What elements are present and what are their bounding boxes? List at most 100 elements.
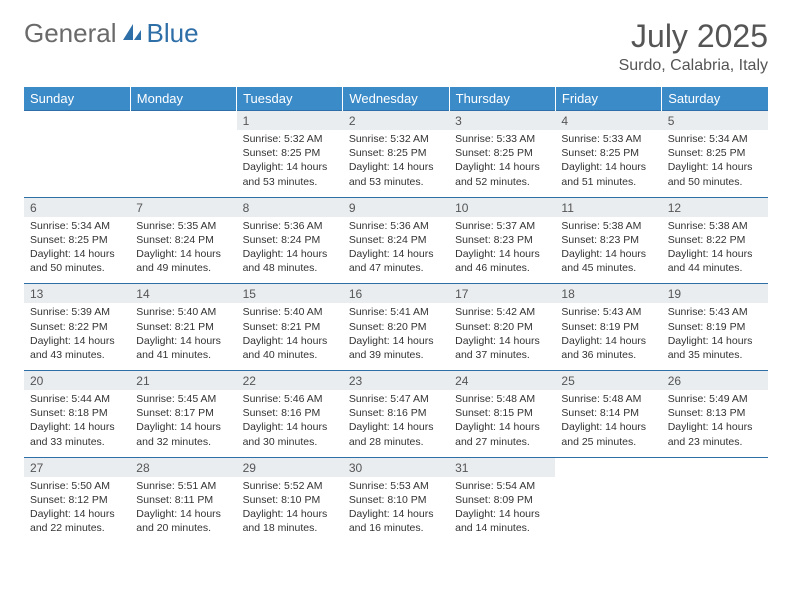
sunset: Sunset: 8:25 PM	[349, 146, 443, 160]
sunrise: Sunrise: 5:38 AM	[561, 219, 655, 233]
day-content-2: Sunrise: 5:32 AMSunset: 8:25 PMDaylight:…	[343, 130, 449, 197]
sunset: Sunset: 8:19 PM	[668, 320, 762, 334]
day-content-22: Sunrise: 5:46 AMSunset: 8:16 PMDaylight:…	[237, 390, 343, 457]
daylight: Daylight: 14 hours and 36 minutes.	[561, 334, 655, 362]
day-number-15: 15	[237, 284, 343, 304]
sunrise: Sunrise: 5:39 AM	[30, 305, 124, 319]
day-number-12: 12	[662, 197, 768, 217]
dow-saturday: Saturday	[662, 87, 768, 111]
sunset: Sunset: 8:25 PM	[455, 146, 549, 160]
sunset: Sunset: 8:16 PM	[349, 406, 443, 420]
sunrise: Sunrise: 5:43 AM	[561, 305, 655, 319]
day-content-10: Sunrise: 5:37 AMSunset: 8:23 PMDaylight:…	[449, 217, 555, 284]
dow-thursday: Thursday	[449, 87, 555, 111]
sunrise: Sunrise: 5:47 AM	[349, 392, 443, 406]
sunset: Sunset: 8:24 PM	[349, 233, 443, 247]
daylight: Daylight: 14 hours and 35 minutes.	[668, 334, 762, 362]
daylight: Daylight: 14 hours and 20 minutes.	[136, 507, 230, 535]
empty-cell	[662, 457, 768, 477]
day-content-18: Sunrise: 5:43 AMSunset: 8:19 PMDaylight:…	[555, 303, 661, 370]
sunset: Sunset: 8:23 PM	[561, 233, 655, 247]
sunset: Sunset: 8:22 PM	[30, 320, 124, 334]
empty-cell	[130, 130, 236, 197]
daylight: Daylight: 14 hours and 33 minutes.	[30, 420, 124, 448]
sunrise: Sunrise: 5:33 AM	[455, 132, 549, 146]
sunset: Sunset: 8:18 PM	[30, 406, 124, 420]
day-content-1: Sunrise: 5:32 AMSunset: 8:25 PMDaylight:…	[237, 130, 343, 197]
sunset: Sunset: 8:25 PM	[243, 146, 337, 160]
calendar-table: SundayMondayTuesdayWednesdayThursdayFrid…	[24, 87, 768, 543]
empty-cell	[24, 111, 130, 131]
day-content-20: Sunrise: 5:44 AMSunset: 8:18 PMDaylight:…	[24, 390, 130, 457]
day-content-29: Sunrise: 5:52 AMSunset: 8:10 PMDaylight:…	[237, 477, 343, 544]
sunset: Sunset: 8:20 PM	[349, 320, 443, 334]
sunset: Sunset: 8:23 PM	[455, 233, 549, 247]
day-content-15: Sunrise: 5:40 AMSunset: 8:21 PMDaylight:…	[237, 303, 343, 370]
month-title: July 2025	[619, 18, 768, 55]
sunrise: Sunrise: 5:48 AM	[455, 392, 549, 406]
daylight: Daylight: 14 hours and 32 minutes.	[136, 420, 230, 448]
sunrise: Sunrise: 5:37 AM	[455, 219, 549, 233]
content-row: Sunrise: 5:44 AMSunset: 8:18 PMDaylight:…	[24, 390, 768, 457]
daylight: Daylight: 14 hours and 23 minutes.	[668, 420, 762, 448]
day-content-19: Sunrise: 5:43 AMSunset: 8:19 PMDaylight:…	[662, 303, 768, 370]
day-number-24: 24	[449, 371, 555, 391]
daylight: Daylight: 14 hours and 40 minutes.	[243, 334, 337, 362]
daynum-row: 20212223242526	[24, 371, 768, 391]
dow-tuesday: Tuesday	[237, 87, 343, 111]
day-content-23: Sunrise: 5:47 AMSunset: 8:16 PMDaylight:…	[343, 390, 449, 457]
day-content-27: Sunrise: 5:50 AMSunset: 8:12 PMDaylight:…	[24, 477, 130, 544]
daylight: Daylight: 14 hours and 14 minutes.	[455, 507, 549, 535]
title-block: July 2025 Surdo, Calabria, Italy	[619, 18, 768, 75]
daylight: Daylight: 14 hours and 27 minutes.	[455, 420, 549, 448]
location: Surdo, Calabria, Italy	[619, 57, 768, 75]
day-number-26: 26	[662, 371, 768, 391]
sunset: Sunset: 8:10 PM	[243, 493, 337, 507]
daylight: Daylight: 14 hours and 53 minutes.	[349, 160, 443, 188]
logo-text-blue: Blue	[147, 18, 199, 49]
daylight: Daylight: 14 hours and 46 minutes.	[455, 247, 549, 275]
sunrise: Sunrise: 5:32 AM	[349, 132, 443, 146]
day-number-18: 18	[555, 284, 661, 304]
sunrise: Sunrise: 5:33 AM	[561, 132, 655, 146]
dow-friday: Friday	[555, 87, 661, 111]
day-number-19: 19	[662, 284, 768, 304]
sunrise: Sunrise: 5:32 AM	[243, 132, 337, 146]
day-content-4: Sunrise: 5:33 AMSunset: 8:25 PMDaylight:…	[555, 130, 661, 197]
sunset: Sunset: 8:15 PM	[455, 406, 549, 420]
day-number-30: 30	[343, 457, 449, 477]
daylight: Daylight: 14 hours and 44 minutes.	[668, 247, 762, 275]
empty-cell	[662, 477, 768, 544]
sunset: Sunset: 8:10 PM	[349, 493, 443, 507]
daynum-row: 12345	[24, 111, 768, 131]
day-number-16: 16	[343, 284, 449, 304]
day-content-21: Sunrise: 5:45 AMSunset: 8:17 PMDaylight:…	[130, 390, 236, 457]
day-number-22: 22	[237, 371, 343, 391]
day-number-29: 29	[237, 457, 343, 477]
day-content-6: Sunrise: 5:34 AMSunset: 8:25 PMDaylight:…	[24, 217, 130, 284]
dow-sunday: Sunday	[24, 87, 130, 111]
day-content-31: Sunrise: 5:54 AMSunset: 8:09 PMDaylight:…	[449, 477, 555, 544]
sunset: Sunset: 8:21 PM	[136, 320, 230, 334]
content-row: Sunrise: 5:32 AMSunset: 8:25 PMDaylight:…	[24, 130, 768, 197]
sunrise: Sunrise: 5:51 AM	[136, 479, 230, 493]
empty-cell	[555, 457, 661, 477]
logo-sail-icon	[121, 18, 143, 49]
sunrise: Sunrise: 5:42 AM	[455, 305, 549, 319]
sunset: Sunset: 8:21 PM	[243, 320, 337, 334]
sunset: Sunset: 8:20 PM	[455, 320, 549, 334]
day-content-12: Sunrise: 5:38 AMSunset: 8:22 PMDaylight:…	[662, 217, 768, 284]
sunrise: Sunrise: 5:46 AM	[243, 392, 337, 406]
sunrise: Sunrise: 5:38 AM	[668, 219, 762, 233]
dow-monday: Monday	[130, 87, 236, 111]
daylight: Daylight: 14 hours and 18 minutes.	[243, 507, 337, 535]
sunrise: Sunrise: 5:40 AM	[136, 305, 230, 319]
day-number-4: 4	[555, 111, 661, 131]
day-number-9: 9	[343, 197, 449, 217]
sunset: Sunset: 8:22 PM	[668, 233, 762, 247]
day-content-17: Sunrise: 5:42 AMSunset: 8:20 PMDaylight:…	[449, 303, 555, 370]
daylight: Daylight: 14 hours and 45 minutes.	[561, 247, 655, 275]
daylight: Daylight: 14 hours and 28 minutes.	[349, 420, 443, 448]
day-content-13: Sunrise: 5:39 AMSunset: 8:22 PMDaylight:…	[24, 303, 130, 370]
daynum-row: 2728293031	[24, 457, 768, 477]
